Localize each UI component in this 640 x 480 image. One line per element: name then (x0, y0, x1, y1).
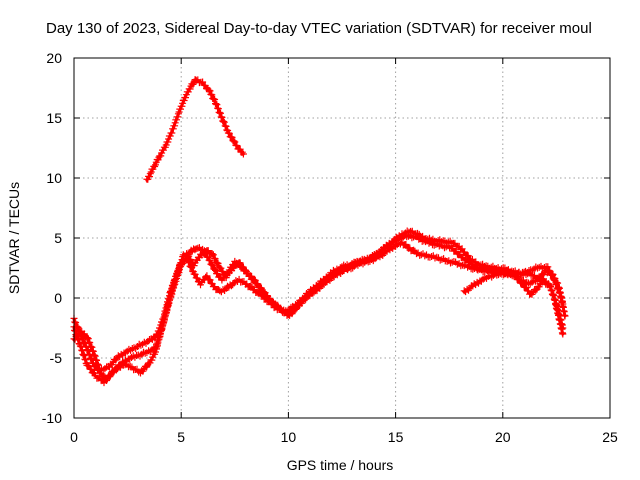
y-tick-label: 15 (46, 110, 62, 126)
axis-ticks (73, 57, 611, 419)
chart-title: Day 130 of 2023, Sidereal Day-to-day VTE… (46, 20, 592, 37)
x-tick-label: 25 (602, 429, 618, 445)
y-tick-label: 10 (46, 170, 62, 186)
y-axis-label: SDTVAR / TECUs (6, 182, 22, 294)
y-tick-labels: -10 -5 0 5 10 15 20 (42, 50, 62, 426)
series-track-d (460, 266, 567, 338)
y-tick-label: 5 (54, 230, 62, 246)
x-tick-label: 20 (495, 429, 511, 445)
y-tick-label: 20 (46, 50, 62, 66)
x-tick-labels: 0 5 10 15 20 25 (70, 429, 618, 445)
y-tick-label: 0 (54, 290, 62, 306)
series-markers-arc-high (143, 76, 247, 183)
y-tick-label: -10 (42, 410, 62, 426)
series-markers-track-d (460, 266, 567, 338)
y-tick-label: -5 (50, 350, 63, 366)
x-tick-label: 10 (281, 429, 297, 445)
x-axis-label: GPS time / hours (287, 457, 394, 473)
x-tick-label: 5 (177, 429, 185, 445)
series-arc-high (143, 76, 247, 183)
x-tick-label: 0 (70, 429, 78, 445)
x-tick-label: 15 (388, 429, 404, 445)
